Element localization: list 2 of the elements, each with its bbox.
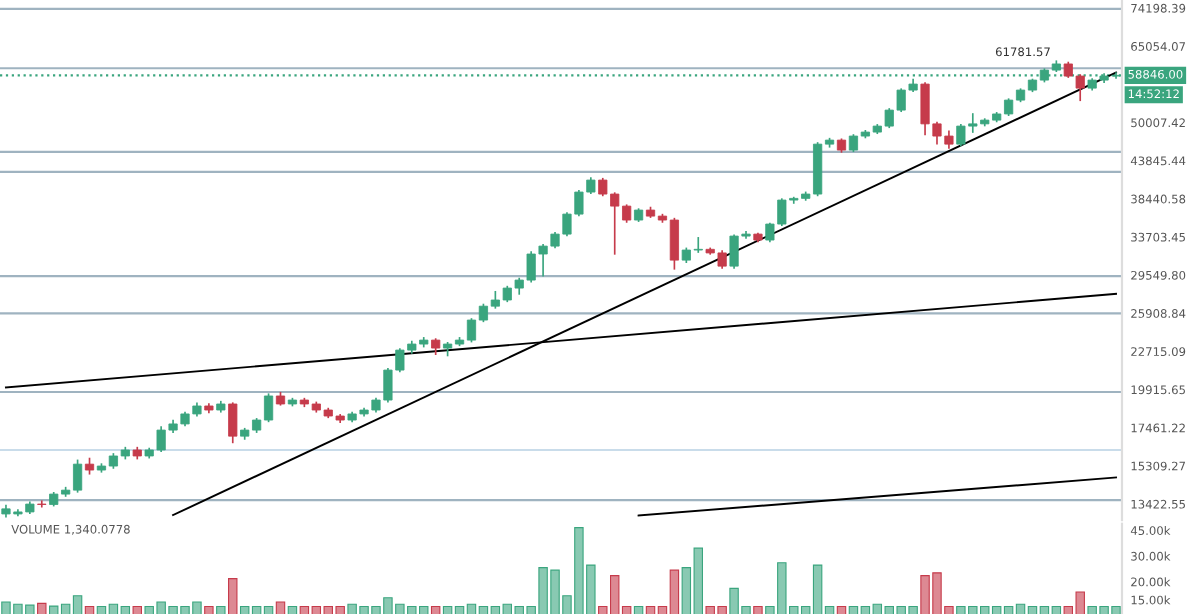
candlestick: [37, 500, 47, 508]
candlestick: [228, 402, 238, 444]
